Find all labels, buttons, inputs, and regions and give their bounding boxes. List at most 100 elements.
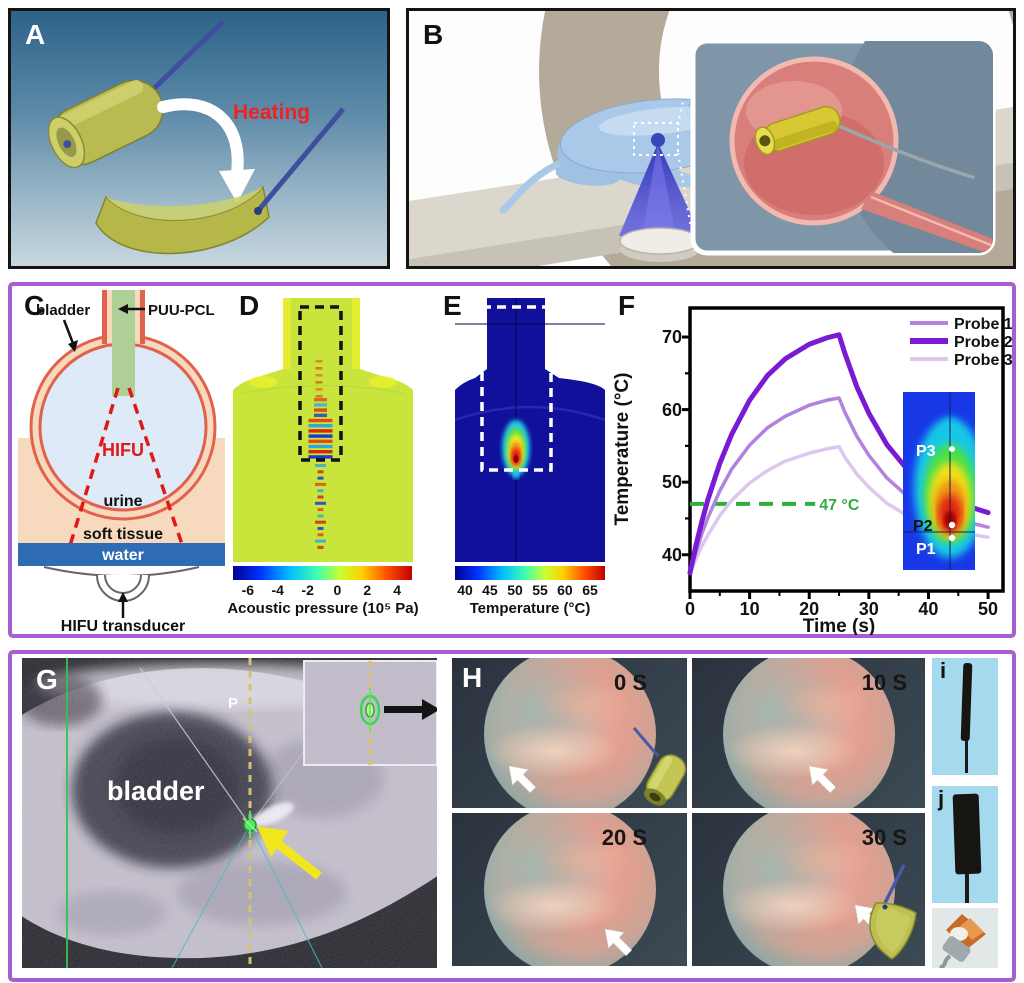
tick: -4 <box>271 582 284 598</box>
panel-f-inset-heatmap: P3 P2 P1 <box>903 392 975 570</box>
panel-f-chart: 47 °C 0 10 20 30 40 50 40 50 60 70 Time … <box>612 306 1012 635</box>
panel-g-label: G <box>36 664 58 695</box>
panel-i-label: i <box>940 658 947 683</box>
hifu-cone-right <box>127 387 190 563</box>
time-label: 10 S <box>861 670 907 695</box>
device-overlay-rolled-icon <box>632 727 687 806</box>
tick: 2 <box>363 582 372 598</box>
transform-arrow-icon <box>157 98 255 203</box>
heating-label: Heating <box>233 101 311 124</box>
x-tick: 50 <box>978 599 998 619</box>
white-arrow-icon <box>808 765 837 794</box>
endoscope-view <box>722 658 895 808</box>
water-region <box>18 543 225 566</box>
endoscope-view <box>722 813 895 966</box>
legend: Probe 1 Probe 2 Probe 3 <box>910 316 1012 369</box>
hifu-transducer-label: HIFU transducer <box>61 618 185 633</box>
panel-e-label: E <box>443 290 462 321</box>
panel-j-label: j <box>938 786 945 811</box>
endoscope-view <box>483 813 656 966</box>
p-marker-label: P <box>228 695 238 712</box>
y-axis-label: Temperature (°C) <box>612 373 633 526</box>
pressure-colorbar-caption: Acoustic pressure (10⁵ Pa) <box>227 600 419 617</box>
tick: 55 <box>532 582 548 598</box>
pressure-colorbar <box>233 566 412 580</box>
tick: 65 <box>582 582 598 598</box>
device-overlay-unfurled-icon <box>869 864 917 960</box>
zoom-connector-bottom <box>677 152 696 252</box>
tick: 0 <box>333 582 342 598</box>
temperature-colorbar <box>455 566 605 580</box>
hifu-label: HIFU <box>102 440 144 460</box>
device-in-bladder-icon <box>754 105 976 180</box>
panel-a-illustration <box>47 19 345 255</box>
hifu-beam-core <box>642 143 676 236</box>
x-tick: 30 <box>859 599 879 619</box>
endoscopy-frame-0s: 0 S <box>452 658 687 808</box>
panel-h-label: H <box>462 662 483 693</box>
tick: 40 <box>457 582 473 598</box>
puu-pcl-device-shape <box>112 290 135 396</box>
panel-b-illustration <box>409 11 1013 266</box>
x-tick: 0 <box>685 599 695 619</box>
focus-marker <box>242 811 258 839</box>
yellow-arrow <box>257 826 322 880</box>
legend-label-probe2: Probe 2 <box>954 334 1012 351</box>
acoustic-interference-pattern <box>308 360 333 549</box>
panel-e-simulation <box>455 298 605 562</box>
zoom-region-box <box>633 122 679 156</box>
probe2-point-label: P2 <box>913 518 933 535</box>
white-arrow-icon <box>508 765 537 794</box>
panel-g-inset <box>303 660 437 766</box>
puu-pcl-label: PUU-PCL <box>148 302 215 319</box>
legend-label-probe3: Probe 3 <box>954 352 1012 369</box>
panel-g-ultrasound: bladder P <box>22 658 437 968</box>
panel-j-photo <box>932 786 998 903</box>
panel-b: B <box>406 8 1016 269</box>
soft-tissue-label: soft tissue <box>83 526 163 543</box>
legend-label-probe1: Probe 1 <box>954 316 1012 333</box>
transducer-disc <box>619 227 701 255</box>
device-outline-dashed-box <box>480 305 553 472</box>
y-tick: 40 <box>662 545 682 565</box>
tick: -6 <box>241 582 255 598</box>
tick: 60 <box>557 582 573 598</box>
temperature-colorbar-caption: Temperature (°C) <box>469 600 591 617</box>
panel-a: A Heating <box>8 8 390 269</box>
panel-d-simulation <box>233 298 413 562</box>
time-label: 30 S <box>861 825 907 850</box>
water-label: water <box>101 547 144 564</box>
panel-b-inset <box>690 38 996 256</box>
unfurled-device-icon <box>95 107 345 255</box>
svg-text:47 °C: 47 °C <box>819 497 860 514</box>
y-tick: 60 <box>662 400 682 420</box>
panel-c-label: C <box>24 290 45 321</box>
device-stick <box>965 740 968 773</box>
unfurled-device-photo-shape <box>952 793 982 875</box>
y-tick: 50 <box>662 472 682 492</box>
rolled-device-photo-shape <box>960 662 973 742</box>
endoscopy-frame-10s: 10 S <box>692 658 925 808</box>
bladder-label: bladder <box>36 302 90 319</box>
device-stick <box>965 874 969 903</box>
panel-d-label: D <box>239 290 260 321</box>
black-arrow <box>384 699 437 720</box>
panel-c-schematic: bladder PUU-PCL HIFU urine soft tissue w… <box>14 288 229 633</box>
white-arrow-icon <box>604 928 633 957</box>
time-label: 0 S <box>613 670 647 695</box>
y-tick: 70 <box>662 327 682 347</box>
time-label: 20 S <box>601 825 647 850</box>
panel-f-label: F <box>618 290 636 321</box>
endoscopy-frame-20s: 20 S <box>452 813 687 966</box>
probe1-point-label: P1 <box>916 541 936 558</box>
temperature-colorbar-ticks: 40 45 50 55 60 65 <box>455 582 605 600</box>
device-outline-dashed-box <box>298 305 343 462</box>
tick: 50 <box>507 582 523 598</box>
panel-b-label: B <box>423 19 444 50</box>
temperature-hotspot <box>502 420 530 479</box>
tick: -2 <box>301 582 314 598</box>
probe3-point-label: P3 <box>916 443 936 460</box>
panel-a-label: A <box>25 19 46 50</box>
x-tick: 10 <box>740 599 760 619</box>
